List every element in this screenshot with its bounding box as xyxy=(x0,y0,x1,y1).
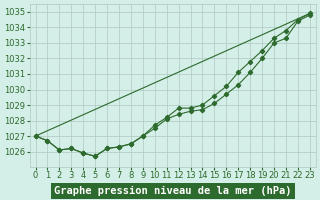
X-axis label: Graphe pression niveau de la mer (hPa): Graphe pression niveau de la mer (hPa) xyxy=(54,186,292,196)
